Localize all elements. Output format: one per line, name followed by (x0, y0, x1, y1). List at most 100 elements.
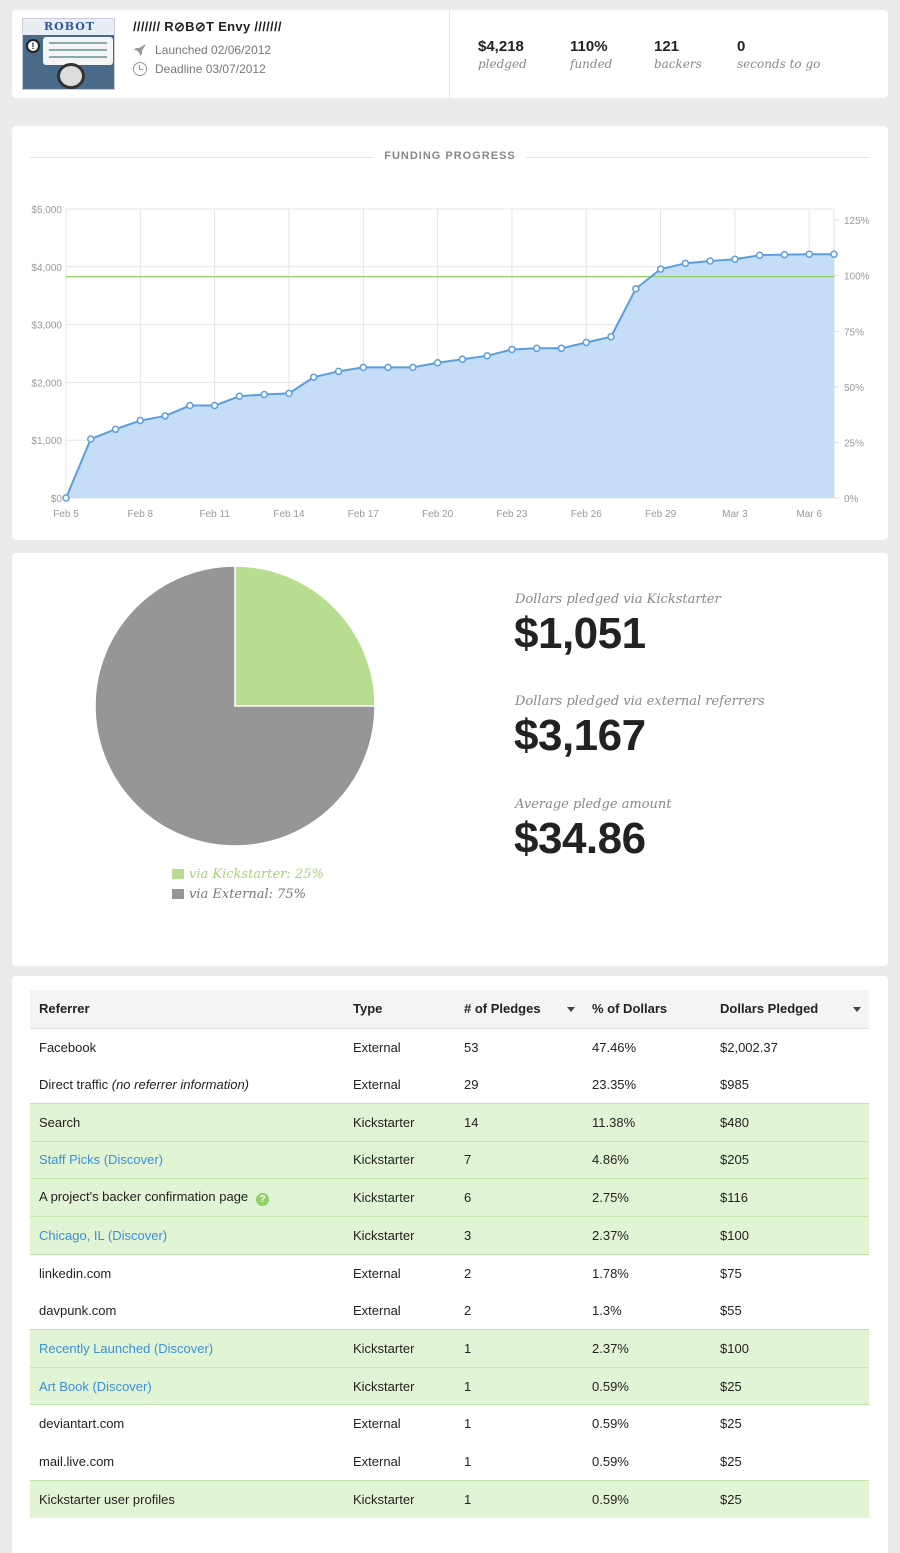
legend-item-external: via External: 75% (172, 887, 306, 902)
stat-label: pledged (478, 57, 527, 71)
stat-value: $4,218 (478, 38, 524, 55)
percent-cell: 2.37% (583, 1329, 711, 1368)
column-header-referrer[interactable]: Referrer (30, 990, 344, 1029)
dollars-cell: $480 (711, 1102, 869, 1142)
referrer-link[interactable]: Recently Launched (Discover) (39, 1340, 214, 1356)
dollars-cell: $25 (711, 1366, 869, 1405)
data-point-17 (483, 352, 491, 360)
referrer-cell: linkedin.com (30, 1253, 344, 1292)
type-cell: External (344, 1291, 455, 1330)
dollars-cell: $100 (711, 1215, 869, 1255)
pie-slice-external[interactable] (94, 565, 376, 847)
project-header: ROBOT ENVY ! /////// R⊘B⊘T Envy /////// … (12, 10, 888, 98)
type-cell: Kickstarter (344, 1215, 455, 1255)
caret-down-icon[interactable] (567, 1007, 575, 1012)
data-point-29 (780, 250, 789, 259)
type-cell: External (344, 1253, 455, 1292)
referrer-name: davpunk.com (39, 1302, 117, 1318)
data-point-13 (384, 363, 392, 372)
deadline-row: Deadline 03/07/2012 (133, 62, 266, 76)
y-tick-label: $5,000 (31, 205, 62, 216)
referrer-name: A project's backer confirmation page (39, 1189, 249, 1205)
data-point-6 (210, 401, 219, 410)
funding-area-chart[interactable]: $0 $1,000 $2,000 $3,000 $4,000 $5,000 0% 25% 50%… (12, 126, 888, 540)
funding-progress-panel: FUNDING PROGRESS $0 $1,000 $2,000 $3,000 $4,… (12, 126, 888, 540)
stat-value: 0 (737, 38, 746, 55)
referrer-name: deviantart.com (39, 1416, 125, 1432)
referrer-cell: davpunk.com (30, 1291, 344, 1330)
type-cell: External (344, 1404, 455, 1443)
x-tick-label: Feb 5 (53, 509, 79, 520)
deadline-date: Deadline 03/07/2012 (155, 62, 266, 76)
column-header-type[interactable]: Type (344, 990, 455, 1029)
percent-cell: 0.59% (583, 1366, 711, 1405)
pledges-cell: 1 (455, 1479, 583, 1518)
referrer-cell: Facebook (30, 1028, 344, 1066)
pledges-cell: 2 (455, 1291, 583, 1330)
data-point-26 (706, 257, 714, 265)
robot-face-icon (57, 63, 85, 89)
referrer-cell: Staff Picks (Discover) (30, 1140, 344, 1179)
dollars-cell: $25 (711, 1479, 869, 1518)
pledge-source-pie-chart[interactable] (12, 553, 472, 853)
launched-date: Launched 02/06/2012 (155, 43, 272, 57)
referrer-cell: Art Book (Discover) (30, 1366, 344, 1405)
data-point-30 (805, 250, 813, 258)
launched-row: Launched 02/06/2012 (133, 43, 271, 57)
legend-item-kickstarter: via Kickstarter: 25% (172, 867, 324, 882)
data-point-12 (359, 363, 368, 372)
data-point-19 (532, 344, 541, 353)
type-cell: Kickstarter (344, 1329, 455, 1368)
percent-cell: 0.59% (583, 1479, 711, 1518)
stat-pledged: $4,218 pledged (478, 38, 527, 71)
dollars-cell: $75 (711, 1253, 869, 1292)
speech-bubble (43, 37, 113, 65)
referrer-link[interactable]: Staff Picks (Discover) (39, 1152, 164, 1168)
pie-slice-kickstarter[interactable] (234, 565, 376, 707)
kickstarter-dollars-label: Dollars pledged via Kickstarter (515, 592, 721, 607)
question-icon[interactable]: ? (256, 1193, 270, 1207)
referrer-link[interactable]: Chicago, IL (Discover) (39, 1227, 168, 1243)
column-header-pledges[interactable]: # of Pledges (455, 990, 583, 1029)
funding-area (66, 254, 834, 498)
type-cell: Kickstarter (344, 1102, 455, 1142)
pledges-cell: 3 (455, 1215, 583, 1255)
caret-down-icon[interactable] (853, 1007, 861, 1012)
column-header-dollars[interactable]: Dollars Pledged (711, 990, 869, 1029)
x-tick-label: Mar 6 (796, 509, 822, 520)
project-thumbnail[interactable]: ROBOT ENVY ! (22, 18, 115, 90)
percent-cell: 0.59% (583, 1442, 711, 1481)
type-cell: Kickstarter (344, 1178, 455, 1217)
table-row: Search Kickstarter 14 11.38% $480 (30, 1102, 869, 1142)
percent-cell: 47.46% (583, 1028, 711, 1066)
percent-cell: 1.78% (583, 1253, 711, 1292)
header-divider (449, 10, 450, 98)
data-point-0 (62, 494, 70, 502)
y2-tick-label: 100% (844, 272, 870, 283)
referrer-name: Search (39, 1114, 81, 1130)
referrer-name: Facebook (39, 1039, 97, 1055)
referrer-cell: Kickstarter user profiles (30, 1479, 344, 1518)
legend-swatch (172, 869, 184, 879)
y2-tick-label: 50% (844, 383, 864, 394)
data-point-24 (656, 265, 665, 273)
percent-cell: 11.38% (583, 1102, 711, 1142)
data-point-14 (409, 363, 417, 372)
x-tick-label: Feb 23 (496, 509, 528, 520)
data-point-21 (582, 338, 591, 347)
data-point-4 (161, 412, 169, 420)
pledge-source-panel: via Kickstarter: 25% via External: 75% D… (12, 553, 888, 966)
x-tick-label: Feb 20 (422, 509, 454, 520)
referrer-link[interactable]: Art Book (Discover) (39, 1378, 152, 1394)
table-row: A project's backer confirmation page? Kic… (30, 1178, 869, 1217)
dollars-cell: $116 (711, 1178, 869, 1217)
column-header-percent[interactable]: % of Dollars (583, 990, 711, 1029)
data-point-1 (87, 435, 95, 443)
project-title[interactable]: /////// R⊘B⊘T Envy /////// (133, 19, 282, 34)
kickstarter-dollars-value: $1,051 (514, 609, 646, 658)
type-cell: Kickstarter (344, 1140, 455, 1179)
clock-icon (133, 62, 147, 76)
external-dollars-value: $3,167 (514, 711, 646, 760)
data-point-8 (260, 390, 268, 399)
stat-label: funded (570, 57, 613, 71)
